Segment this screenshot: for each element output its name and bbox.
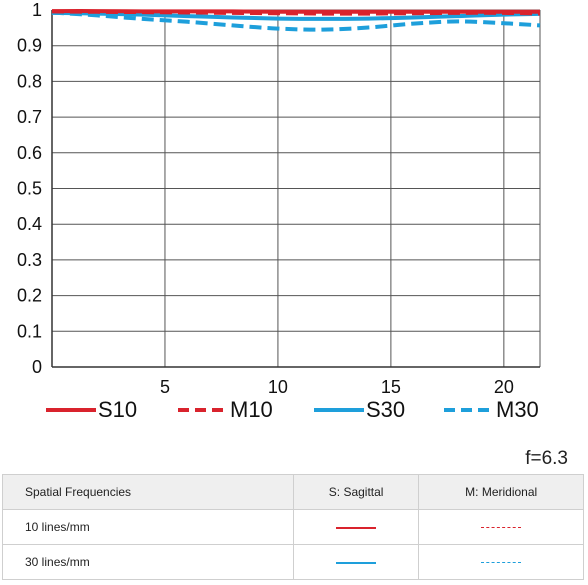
sagittal-line-swatch [336,561,377,564]
series-line-s30 [51,10,541,21]
legend-label-m10: M10 [230,397,273,422]
row-label: 30 lines/mm [2,544,294,580]
y-tick-label: 0.7 [17,107,42,127]
y-tick-label: 0.5 [17,179,42,199]
y-tick-label: 0.8 [17,71,42,91]
table-row: 10 lines/mm [2,509,584,545]
sagittal-swatch-cell [292,544,420,580]
y-tick-label: 0 [32,357,42,377]
x-tick-label: 5 [160,377,170,397]
y-tick-label: 0.2 [17,286,42,306]
table-row: 30 lines/mm [2,544,584,580]
spatial-frequency-table: Spatial Frequencies S: Sagittal M: Merid… [2,474,584,580]
x-tick-label: 20 [494,377,514,397]
series-line-s10 [51,9,540,14]
y-tick-label: 1 [32,0,42,20]
meridional-swatch-cell [418,544,584,580]
meridional-swatch-cell [418,509,584,545]
legend-label-s30: S30 [366,397,405,422]
y-tick-label: 0.9 [17,36,42,56]
header-sagittal: S: Sagittal [292,474,420,510]
sagittal-line-swatch [336,526,377,529]
row-label: 10 lines/mm [2,509,294,545]
meridional-line-swatch [481,562,522,564]
y-tick-label: 0.1 [17,321,42,341]
legend-label-s10: S10 [98,397,137,422]
header-spatial-frequencies: Spatial Frequencies [2,474,294,510]
x-tick-label: 10 [268,377,288,397]
meridional-line-swatch [481,527,522,529]
sagittal-swatch-cell [292,509,420,545]
y-tick-label: 0.6 [17,143,42,163]
legend-label-m30: M30 [496,397,539,422]
header-meridional: M: Meridional [418,474,584,510]
x-tick-label: 15 [381,377,401,397]
y-tick-label: 0.3 [17,250,42,270]
table-header-row: Spatial Frequencies S: Sagittal M: Merid… [2,474,584,510]
aperture-label: f=6.3 [525,448,568,469]
y-tick-label: 0.4 [17,214,42,234]
